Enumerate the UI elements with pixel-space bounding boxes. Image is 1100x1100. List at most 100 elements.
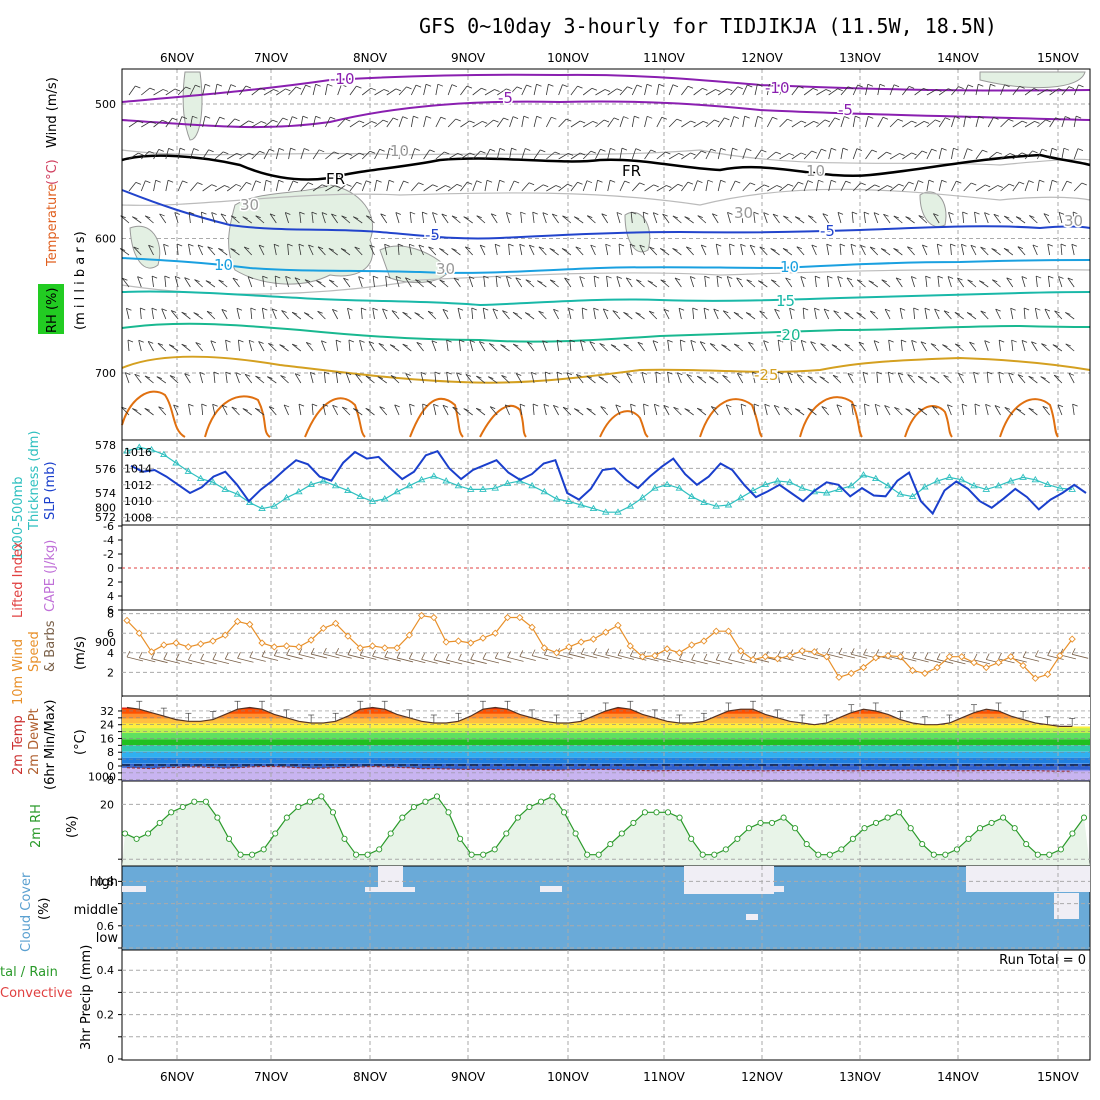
wind-barb-shaft <box>317 310 326 320</box>
wind-barb-shaft <box>1004 215 1014 224</box>
temp2m-color-band <box>122 757 1090 764</box>
wind-barb-flag <box>1041 148 1048 152</box>
wind-barb-flag <box>1021 340 1028 343</box>
wind-barb-shaft <box>721 344 731 352</box>
wind10m-barb-flag <box>985 653 990 660</box>
wind-barb-flag <box>444 151 450 155</box>
wind10m-speed-marker <box>516 613 524 622</box>
wind-barb-shaft <box>889 118 899 128</box>
wind-barb-shaft <box>165 88 176 96</box>
wind-barb-shaft <box>298 244 302 256</box>
wind-barb-shaft <box>168 344 179 352</box>
rh2m-marker <box>225 835 233 842</box>
wind10m-barb-shaft <box>519 656 536 661</box>
wind-barb-flag <box>734 343 740 347</box>
contour-label: 10 <box>780 258 799 276</box>
wind-barb-flag <box>623 116 629 119</box>
wind10m-barb-flag <box>359 649 364 656</box>
wind-barb-flag <box>333 151 339 155</box>
wind-barb-shaft <box>174 212 179 224</box>
wind-barb-flag <box>420 371 426 375</box>
wind-barb-shaft <box>828 117 836 128</box>
wind-barb-shaft <box>678 308 682 320</box>
wind-barb-shaft <box>464 246 473 256</box>
wind-barb-flag <box>673 406 679 410</box>
wind-barb-flag <box>561 248 568 251</box>
wind-barb-flag <box>894 406 900 410</box>
wind-barb-flag <box>499 147 506 151</box>
wind10m-speed-marker <box>626 642 634 650</box>
wind-barb-shaft <box>151 276 154 288</box>
wind-barb-shaft <box>435 116 442 128</box>
wind-barb-flag <box>269 213 276 217</box>
wind-barb-flag <box>811 150 817 154</box>
wind-barb-shaft <box>553 405 559 416</box>
wind-barb-shaft <box>595 89 606 96</box>
wind-barb-flag <box>255 407 261 411</box>
date-label-bottom: 11NOV <box>643 1070 685 1084</box>
wind-barb-flag <box>513 180 520 184</box>
wind-barb-shaft <box>697 407 707 416</box>
wind-barb-shaft <box>420 372 424 384</box>
wind-barb-shaft <box>748 341 756 352</box>
wind-barb-shaft <box>558 183 568 192</box>
wind-barb-shaft <box>476 215 486 224</box>
wind-barb-shaft <box>598 376 608 384</box>
wind10m-barb-flag <box>163 653 168 660</box>
wind-barb-flag <box>224 185 230 188</box>
wind10m-speed-marker <box>1056 652 1064 660</box>
wind-barb-flag <box>437 83 444 87</box>
wind-barb-flag <box>747 84 753 88</box>
wind-barb-shaft <box>335 372 339 384</box>
wind-barb-flag <box>138 339 144 343</box>
wind-barb-shaft <box>239 152 249 160</box>
thickness-marker <box>442 477 450 484</box>
wind-barb-flag <box>465 246 471 250</box>
wind-barb-shaft <box>987 84 991 96</box>
wind-barb-flag <box>321 184 328 188</box>
wind-barb-shaft <box>137 276 142 288</box>
rh2m-marker <box>745 825 752 832</box>
temp2m-color-band <box>122 751 1090 758</box>
wind-barb-flag <box>335 339 342 343</box>
wind-barb-shaft <box>332 405 339 416</box>
wind-barb-flag <box>162 119 168 123</box>
wind-barb-flag <box>864 403 870 407</box>
contour-label: 30 <box>1064 212 1083 230</box>
wind-barb-flag <box>358 276 364 279</box>
wind-barb-shaft <box>460 85 468 96</box>
wind-barb-flag <box>774 405 780 408</box>
wind-barb-shaft <box>452 406 461 416</box>
wind-barb-flag <box>413 115 419 119</box>
wind-barb-flag <box>697 180 703 184</box>
wind-barb-flag <box>1032 150 1038 154</box>
wind-barb-flag <box>600 148 606 152</box>
wind-barb-shaft <box>1029 215 1038 224</box>
thickness-marker <box>736 493 745 501</box>
wind-barb-flag <box>709 343 716 346</box>
wind-barb-flag <box>173 404 179 408</box>
wind-barb-flag <box>483 275 489 279</box>
wind-barb-flag <box>637 341 644 345</box>
wind-barb-shaft <box>681 181 689 192</box>
wind-barb-shaft <box>639 244 645 256</box>
wind-barb-shaft <box>409 212 412 224</box>
wind-barb-shaft <box>630 212 633 224</box>
wind-barb-shaft <box>1031 341 1038 352</box>
wind10m-barb-shaft <box>286 654 303 660</box>
wind-barb-flag <box>1029 215 1035 218</box>
wind-barb-shaft <box>226 84 232 96</box>
rh2m-marker <box>1023 841 1030 848</box>
wind-barb-flag <box>800 120 807 124</box>
wind-barb-shaft <box>197 244 204 256</box>
wind-barb-shaft <box>570 120 581 128</box>
wind-barb-shaft <box>568 308 572 320</box>
wind10m-barb-shaft <box>347 654 365 660</box>
wind-barb-flag <box>138 152 144 156</box>
wind-barb-shaft <box>230 215 240 224</box>
cloud-clear-gap <box>772 886 784 892</box>
wind-barb-flag <box>658 83 665 87</box>
wind10m-barb-flag <box>445 653 450 661</box>
wind-barb-flag <box>666 185 672 188</box>
wind-barb-flag <box>416 341 422 345</box>
